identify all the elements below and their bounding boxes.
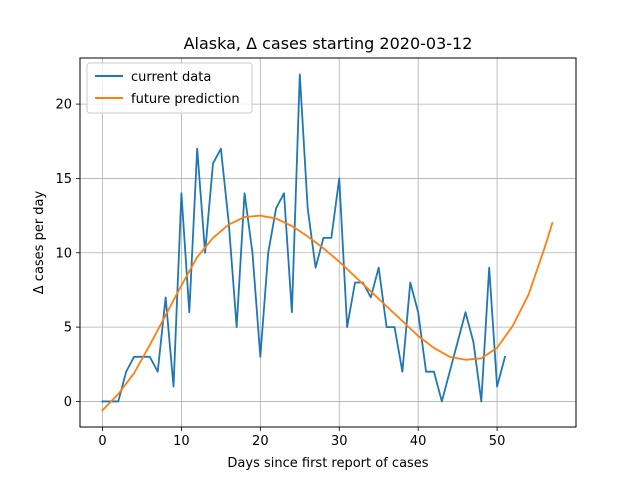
series-line-future-prediction xyxy=(101,214,554,412)
tick-layer: 0 10 20 30 40 50 0 5 10 15 20 xyxy=(55,98,505,449)
legend-label-current-data: current data xyxy=(131,70,211,85)
x-tick-label: 40 xyxy=(410,434,427,449)
x-axis-label: Days since first report of cases xyxy=(227,456,428,471)
x-tick-label: 50 xyxy=(489,434,506,449)
x-tick-label: 20 xyxy=(252,434,269,449)
y-tick-label: 0 xyxy=(64,395,72,410)
y-tick-label: 20 xyxy=(55,98,72,113)
legend: current data future prediction xyxy=(86,62,253,114)
series-layer xyxy=(101,73,554,412)
legend-box xyxy=(86,62,253,114)
y-tick-label: 15 xyxy=(55,172,72,187)
chart-title: Alaska, Δ cases starting 2020-03-12 xyxy=(184,34,473,53)
legend-label-future-prediction: future prediction xyxy=(131,92,240,107)
y-tick-label: 10 xyxy=(55,246,72,261)
x-tick-label: 10 xyxy=(173,434,190,449)
axes-frame xyxy=(79,57,577,428)
x-tick-label: 0 xyxy=(98,434,106,449)
x-tick-label: 30 xyxy=(331,434,348,449)
y-axis-label: Δ cases per day xyxy=(32,190,47,294)
series-line-current-data xyxy=(101,73,507,403)
y-tick-label: 5 xyxy=(64,321,72,336)
